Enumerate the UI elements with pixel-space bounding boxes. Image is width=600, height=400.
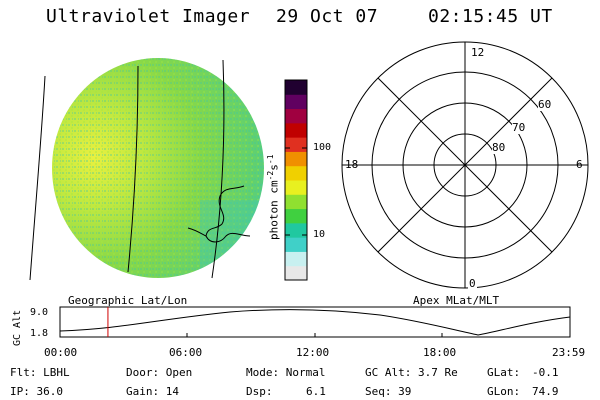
timeline-xtick: 06:00 xyxy=(169,346,203,359)
colorbar-segment xyxy=(285,165,307,181)
date-label: 29 Oct 07 xyxy=(276,6,379,27)
altitude-curve xyxy=(59,309,571,336)
colorbar-segment xyxy=(285,194,307,210)
mlt-label-0: 0 xyxy=(468,277,477,290)
colorbar-segment xyxy=(285,237,307,252)
info-ip: IP: 36.0 xyxy=(10,385,63,398)
longitude-line xyxy=(29,75,46,281)
info-glat-label: GLat: xyxy=(487,366,521,379)
colorbar-tick-10: 10 xyxy=(313,229,326,240)
colorbar-unit-label: photon cm-2s-1 xyxy=(266,154,281,240)
mlt-label-6: 6 xyxy=(576,158,583,171)
coastline xyxy=(187,185,251,243)
colorbar-segment xyxy=(285,208,307,224)
info-glon-label: GLon: xyxy=(487,385,521,398)
colorbar-segment xyxy=(285,222,307,238)
longitude-line xyxy=(127,65,139,273)
time-label: 02:15:45 UT xyxy=(428,6,553,27)
info-gc-alt: GC Alt: 3.7 Re xyxy=(365,366,458,379)
mlt-label-12: 12 xyxy=(470,46,486,59)
info-filter: Flt: LBHL xyxy=(10,366,70,379)
colorbar-segment xyxy=(285,151,307,167)
apex-caption: Apex MLat/MLT xyxy=(413,294,500,307)
colorbar-segment xyxy=(285,137,307,152)
timeline-xtick: 18:00 xyxy=(423,346,457,359)
info-glat-value: -0.1 xyxy=(532,366,559,379)
mlat-label-80: 80 xyxy=(492,141,506,154)
geographic-caption: Geographic Lat/Lon xyxy=(68,294,188,307)
colorbar-segment xyxy=(285,80,307,95)
mlat-label-70: 70 xyxy=(512,121,526,134)
info-gain: Gain: 14 xyxy=(126,385,179,398)
instrument-title: Ultraviolet Imager xyxy=(46,6,251,27)
colorbar-tick-100: 100 xyxy=(313,142,332,153)
info-mode: Mode: Normal xyxy=(246,366,326,379)
colorbar-segment xyxy=(285,122,307,138)
colorbar-segment xyxy=(285,180,307,195)
info-glon-value: 74.9 xyxy=(532,385,559,398)
orbit-altitude-timeline xyxy=(59,306,571,338)
mlt-label-18: 18 xyxy=(345,158,359,171)
uv-disk-image xyxy=(29,58,264,281)
mlat-label-60: 60 xyxy=(538,98,552,111)
colorbar-segment xyxy=(285,265,307,281)
colorbar-segment xyxy=(285,108,307,124)
timeline-ytick-bottom: 1.8 xyxy=(30,328,49,339)
timeline-xtick: 23:59 xyxy=(552,346,586,359)
longitude-line xyxy=(211,59,225,279)
timeline-ylabel: GC Alt xyxy=(12,309,23,346)
info-door: Door: Open xyxy=(126,366,193,379)
color-scale-bar xyxy=(284,79,308,281)
info-seq: Seq: 39 xyxy=(365,385,412,398)
info-dsp-label: Dsp: xyxy=(246,385,273,398)
polar-mlat-mlt-plot xyxy=(341,41,589,289)
timeline-ytick-top: 9.0 xyxy=(30,307,49,318)
timeline-xtick: 12:00 xyxy=(296,346,330,359)
timeline-xtick: 00:00 xyxy=(44,346,78,359)
info-dsp-value: 6.1 xyxy=(306,385,326,398)
colorbar-segment xyxy=(285,251,307,267)
colorbar-segment xyxy=(285,94,307,110)
